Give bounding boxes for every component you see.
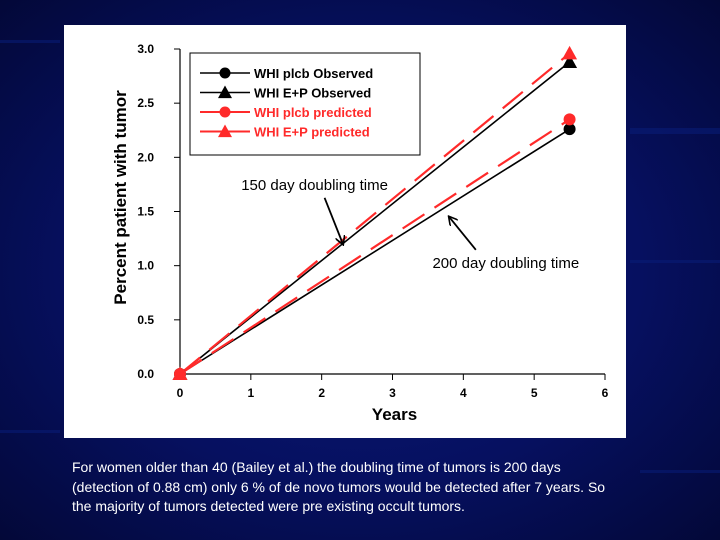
x-tick-label: 3 [389, 386, 396, 400]
y-tick-label: 1.0 [137, 259, 154, 273]
data-point [563, 123, 576, 136]
x-tick-label: 2 [318, 386, 325, 400]
background-stripe [0, 40, 60, 43]
x-tick-label: 5 [531, 386, 538, 400]
annotation-label: 200 day doubling time [432, 255, 579, 272]
series-line [179, 128, 571, 375]
data-point [562, 54, 578, 68]
background-stripe [630, 128, 720, 134]
y-tick-label: 0.0 [137, 367, 154, 381]
background-stripe [640, 470, 720, 473]
x-tick-label: 6 [602, 386, 609, 400]
legend-label: WHI plcb Observed [254, 66, 373, 81]
data-point [219, 67, 231, 79]
x-tick-label: 1 [247, 386, 254, 400]
legend-label: WHI plcb predicted [254, 105, 372, 120]
y-tick-label: 2.0 [137, 150, 154, 164]
y-tick-label: 0.5 [137, 313, 154, 327]
data-point [218, 85, 232, 99]
data-point [218, 124, 232, 138]
series-line [179, 118, 571, 375]
series-line [179, 61, 571, 375]
data-point [219, 106, 231, 118]
slide-caption: For women older than 40 (Bailey et al.) … [72, 459, 606, 514]
annotation-arrow [323, 197, 343, 244]
line-chart: 0 1 2 3 4 5 6 0.0 0.5 1.0 1.5 2.0 2.5 3.0 Years Percent… [111, 42, 609, 424]
x-tick-label: 0 [177, 386, 184, 400]
background-stripe [630, 260, 720, 263]
y-tick-label: 3.0 [137, 42, 154, 56]
x-tick-label: 4 [460, 386, 467, 400]
background-stripe [0, 430, 60, 433]
y-tick-label: 1.5 [137, 205, 154, 219]
data-point [562, 45, 578, 60]
annotation-arrow [449, 217, 477, 251]
annotation-label: 150 day doubling time [241, 177, 388, 194]
y-tick-label: 2.5 [137, 96, 154, 110]
x-axis-label: Years [372, 405, 417, 424]
data-point [563, 113, 576, 126]
y-axis-label: Percent patient with tumor [111, 90, 130, 305]
legend-label: WHI E+P Observed [254, 86, 371, 101]
data-point [172, 366, 188, 380]
series-line [179, 52, 571, 375]
legend-label: WHI E+P predicted [254, 125, 370, 140]
chart-figure: 0 1 2 3 4 5 6 0.0 0.5 1.0 1.5 2.0 2.5 3.0 Years Percent… [64, 25, 626, 438]
